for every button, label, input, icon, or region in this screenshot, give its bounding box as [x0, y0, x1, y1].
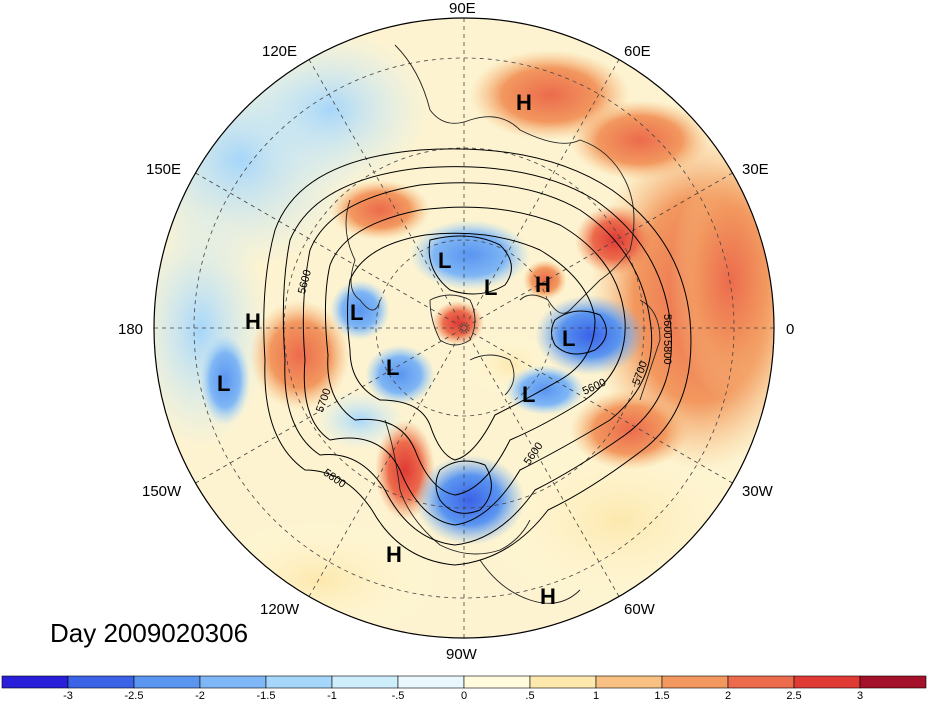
longitude-label: 60W [624, 601, 656, 618]
longitude-labels: 90E 60E 30E 0 30W 60W 90W 120W 150W 180 … [118, 0, 794, 663]
high-center-marker: H [540, 584, 556, 609]
anomaly-shading [154, 18, 774, 638]
longitude-label: 90W [446, 646, 478, 663]
high-center-marker: H [516, 90, 532, 115]
day-label: Day 2009020306 [50, 618, 249, 648]
high-center-marker: H [535, 272, 551, 297]
longitude-label: 60E [624, 43, 651, 60]
colorbar-swatch [727, 675, 795, 689]
colorbar: -3 -2.5 -2 -1.5 -1 -.5 0 .5 1 1.5 2 2.5 3 [1, 675, 927, 702]
colorbar-swatch [595, 675, 663, 689]
colorbar-tick-label: -1 [327, 690, 337, 702]
longitude-label: 0 [786, 321, 794, 338]
low-center-marker: L [386, 355, 399, 380]
colorbar-tick-label: -2 [195, 690, 205, 702]
low-center-marker: L [562, 326, 575, 351]
low-center-marker: L [484, 275, 497, 300]
longitude-label: 30W [742, 483, 774, 500]
colorbar-tick-label: 1 [593, 690, 599, 702]
pressure-centers: H H H H H H L L L L L L L [217, 90, 575, 609]
colorbar-swatch [661, 675, 729, 689]
colorbar-tick-label: -2.5 [125, 690, 144, 702]
coastlines [345, 44, 661, 604]
low-center-marker: L [217, 371, 230, 396]
colorbar-swatch [265, 675, 333, 689]
colorbar-tick-label: .5 [525, 690, 534, 702]
longitude-label: 180 [118, 321, 143, 338]
contour-label: 5800 [661, 340, 673, 364]
colorbar-swatch [133, 675, 201, 689]
height-contours [263, 148, 692, 566]
low-center-marker: L [350, 300, 363, 325]
low-center-marker: L [438, 248, 451, 273]
colorbar-tick-label: -.5 [392, 690, 405, 702]
high-center-marker: H [245, 309, 261, 334]
map-border [153, 17, 775, 639]
colorbar-tick-label: 3 [857, 690, 863, 702]
colorbar-tick-label: 1.5 [654, 690, 669, 702]
longitude-label: 120W [260, 601, 300, 618]
colorbar-swatch [793, 675, 861, 689]
colorbar-swatch [859, 675, 927, 689]
colorbar-swatch [1, 675, 69, 689]
colorbar-swatch [331, 675, 399, 689]
colorbar-swatch [463, 675, 531, 689]
colorbar-tick-label: 0 [461, 690, 467, 702]
longitude-label: 30E [742, 161, 769, 178]
high-center-marker: H [386, 542, 402, 567]
colorbar-swatch [397, 675, 465, 689]
colorbar-swatch [67, 675, 135, 689]
longitude-label: 90E [449, 0, 476, 17]
low-center-marker: L [522, 382, 535, 407]
colorbar-tick-label: -1.5 [257, 690, 276, 702]
colorbar-tick-label: 2 [725, 690, 731, 702]
colorbar-swatch [529, 675, 597, 689]
longitude-label: 150W [142, 483, 182, 500]
colorbar-tick-label: -3 [63, 690, 73, 702]
colorbar-swatch [199, 675, 267, 689]
contour-label: 5600 [661, 314, 673, 338]
longitude-label: 150E [146, 161, 181, 178]
longitude-label: 120E [262, 43, 297, 60]
colorbar-tick-label: 2.5 [786, 690, 801, 702]
